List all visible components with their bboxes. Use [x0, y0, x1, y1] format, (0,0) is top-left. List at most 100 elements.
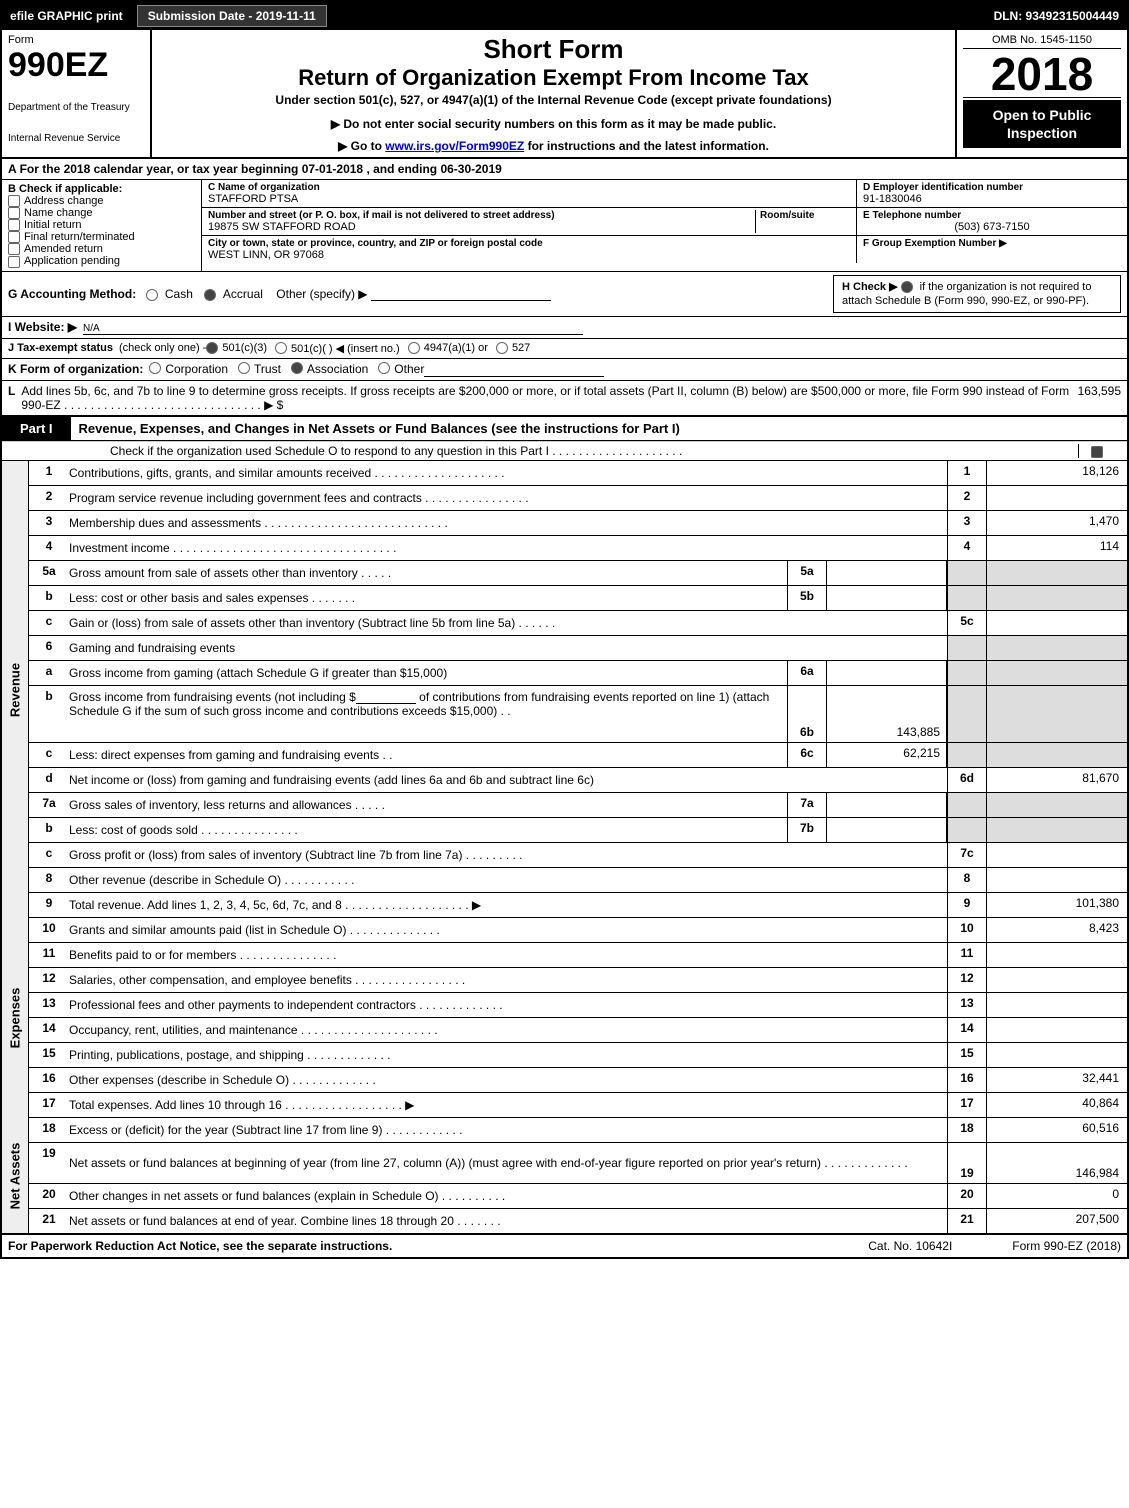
line8-rnum: 8 — [947, 868, 987, 892]
efile-label: efile GRAPHIC print — [2, 9, 131, 23]
line5a-midval — [827, 561, 947, 585]
line7b-rnum — [947, 818, 987, 842]
line6d-num: d — [29, 768, 69, 792]
line4-desc: Investment income . . . . . . . . . . . … — [69, 536, 947, 560]
chk-501c3[interactable] — [206, 342, 218, 354]
irs-label: Internal Revenue Service — [8, 133, 144, 144]
chk-trust[interactable] — [238, 362, 250, 374]
chk-cash[interactable] — [146, 289, 158, 301]
chk-pending[interactable] — [8, 256, 20, 268]
line6b-rnum — [947, 686, 987, 742]
chk-name[interactable] — [8, 207, 20, 219]
g-label: G Accounting Method: — [8, 287, 136, 301]
line5b-rval — [987, 586, 1127, 610]
line14-num: 14 — [29, 1018, 69, 1042]
goto-link[interactable]: www.irs.gov/Form990EZ — [385, 139, 524, 153]
line11-rval — [987, 943, 1127, 967]
d-ein-label: D Employer identification number — [863, 182, 1121, 193]
line7c-desc: Gross profit or (loss) from sales of inv… — [69, 843, 947, 867]
line6a-desc: Gross income from gaming (attach Schedul… — [69, 661, 787, 685]
goto-prefix: ▶ Go to — [338, 139, 385, 153]
l-text: Add lines 5b, 6c, and 7b to line 9 to de… — [21, 384, 1073, 412]
line5b-midval — [827, 586, 947, 610]
opt-accrual: Accrual — [223, 287, 263, 301]
chk-amended[interactable] — [8, 243, 20, 255]
opt-name: Name change — [24, 207, 93, 219]
line18-desc: Excess or (deficit) for the year (Subtra… — [69, 1118, 947, 1142]
opt-4947: 4947(a)(1) or — [424, 342, 488, 355]
line1-rval: 18,126 — [987, 461, 1127, 485]
chk-527[interactable] — [496, 342, 508, 354]
line12-num: 12 — [29, 968, 69, 992]
opt-final: Final return/terminated — [24, 231, 135, 243]
line15-rnum: 15 — [947, 1043, 987, 1067]
phone-value: (503) 673-7150 — [863, 221, 1121, 233]
line6-num: 6 — [29, 636, 69, 660]
chk-4947[interactable] — [408, 342, 420, 354]
line6b-midval: 143,885 — [827, 686, 947, 742]
chk-501c[interactable] — [275, 342, 287, 354]
j-label: J Tax-exempt status — [8, 342, 113, 355]
expenses-vlabel: Expenses — [8, 988, 23, 1049]
line10-rnum: 10 — [947, 918, 987, 942]
chk-assoc[interactable] — [291, 362, 303, 374]
line6a-rval — [987, 661, 1127, 685]
chk-accrual[interactable] — [204, 289, 216, 301]
footer: For Paperwork Reduction Act Notice, see … — [2, 1233, 1127, 1257]
header-left: Form 990EZ Department of the Treasury In… — [2, 30, 152, 157]
part1-label: Part I — [2, 417, 71, 440]
chk-address[interactable] — [8, 195, 20, 207]
other-org-line — [424, 362, 604, 377]
line14-desc: Occupancy, rent, utilities, and maintena… — [69, 1018, 947, 1042]
line3-rnum: 3 — [947, 511, 987, 535]
line2-rval — [987, 486, 1127, 510]
line7a-midnum: 7a — [787, 793, 827, 817]
opt-501c3: 501(c)(3) — [222, 342, 267, 355]
line7a-midval — [827, 793, 947, 817]
chk-h[interactable] — [901, 281, 913, 293]
box-cd: C Name of organization STAFFORD PTSA D E… — [202, 180, 1127, 271]
line7a-num: 7a — [29, 793, 69, 817]
line6b-desc: Gross income from fundraising events (no… — [69, 686, 787, 742]
k-label: K Form of organization: — [8, 362, 143, 377]
line9-num: 9 — [29, 893, 69, 917]
opt-amended: Amended return — [24, 243, 103, 255]
opt-501c: 501(c)( ) ◀ (insert no.) — [291, 342, 400, 355]
chk-corp[interactable] — [149, 362, 161, 374]
k-form-row: K Form of organization: Corporation Trus… — [2, 359, 1127, 381]
period-row: A For the 2018 calendar year, or tax yea… — [2, 159, 1127, 180]
chk-other-org[interactable] — [378, 362, 390, 374]
line18-num: 18 — [29, 1118, 69, 1142]
line21-rnum: 21 — [947, 1209, 987, 1233]
line5a-desc: Gross amount from sale of assets other t… — [69, 561, 787, 585]
ssn-warning: ▶ Do not enter social security numbers o… — [162, 117, 945, 131]
i-label: I Website: ▶ — [8, 320, 77, 335]
revenue-vlabel: Revenue — [8, 663, 23, 717]
line17-num: 17 — [29, 1093, 69, 1117]
chk-schedule-o[interactable] — [1091, 446, 1103, 458]
line6-rnum — [947, 636, 987, 660]
line15-rval — [987, 1043, 1127, 1067]
line5b-desc: Less: cost or other basis and sales expe… — [69, 586, 787, 610]
chk-initial[interactable] — [8, 219, 20, 231]
line21-rval: 207,500 — [987, 1209, 1127, 1233]
line18-rnum: 18 — [947, 1118, 987, 1142]
line17-rnum: 17 — [947, 1093, 987, 1117]
i-website-row: I Website: ▶ N/A — [2, 317, 1127, 339]
form-container: efile GRAPHIC print Submission Date - 20… — [0, 0, 1129, 1259]
part1-check-o: Check if the organization used Schedule … — [2, 441, 1127, 460]
line5b-midnum: 5b — [787, 586, 827, 610]
info-section: B Check if applicable: Address change Na… — [2, 180, 1127, 272]
line2-rnum: 2 — [947, 486, 987, 510]
expenses-section: Expenses 10Grants and similar amounts pa… — [2, 918, 1127, 1118]
chk-final[interactable] — [8, 231, 20, 243]
line7b-midnum: 7b — [787, 818, 827, 842]
line12-rval — [987, 968, 1127, 992]
city-value: WEST LINN, OR 97068 — [208, 249, 850, 261]
opt-corp: Corporation — [165, 362, 228, 377]
line5c-rval — [987, 611, 1127, 635]
addr-label: Number and street (or P. O. box, if mail… — [208, 210, 755, 221]
line14-rval — [987, 1018, 1127, 1042]
submission-date: Submission Date - 2019-11-11 — [137, 5, 327, 27]
line1-rnum: 1 — [947, 461, 987, 485]
